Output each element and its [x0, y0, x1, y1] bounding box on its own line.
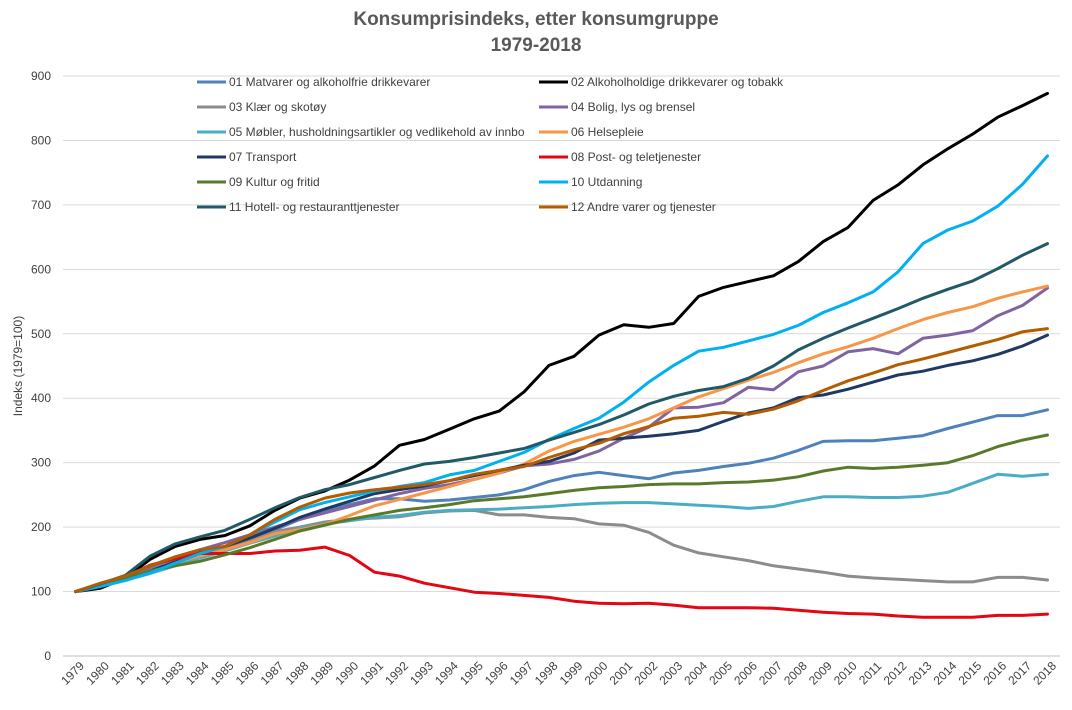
x-tick-label: 2009 — [806, 659, 835, 688]
gridlines — [63, 75, 1060, 657]
x-tick-label: 2016 — [980, 659, 1009, 688]
series-line-04 — [74, 286, 1049, 594]
chart-subtitle: 1979-2018 — [490, 35, 582, 56]
x-tick-label: 1998 — [532, 659, 561, 688]
x-tick-label: 1981 — [108, 659, 137, 688]
x-tick-label: 2000 — [582, 659, 611, 688]
x-tick-label: 2015 — [956, 659, 985, 688]
x-tick-label: 1982 — [133, 659, 162, 688]
x-tick-label: 1989 — [307, 659, 336, 688]
x-tick-label: 1999 — [557, 659, 586, 688]
legend-item-label: 11 Hotell- og restauranttjenester — [229, 200, 400, 214]
y-axis-ticks: 0 100 200 300 400 500 600 700 800 900 — [31, 69, 51, 663]
y-axis-label: Indeks (1979=100) — [11, 316, 25, 416]
legend-item-label: 01 Matvarer og alkoholfrie drikkevarer — [229, 75, 430, 89]
y-tick-label: 400 — [31, 391, 51, 405]
x-tick-label: 2010 — [831, 659, 860, 688]
x-tick-label: 1993 — [407, 659, 436, 688]
x-tick-label: 1994 — [432, 659, 461, 688]
x-tick-label: 1980 — [83, 659, 112, 688]
x-tick-label: 1991 — [357, 659, 386, 688]
legend-item-label: 03 Klær og skotøy — [229, 100, 326, 114]
legend-item-label: 12 Andre varer og tjenester — [571, 200, 716, 214]
x-tick-label: 2012 — [881, 659, 910, 688]
x-tick-label: 2005 — [706, 659, 735, 688]
x-tick-label: 2001 — [607, 659, 636, 688]
x-tick-label: 1988 — [283, 659, 312, 688]
legend-item-label: 02 Alkoholholdige drikkevarer og tobakk — [571, 75, 784, 89]
legend-item-label: 09 Kultur og fritid — [229, 175, 320, 189]
x-tick-label: 1984 — [183, 659, 212, 688]
legend-item-label: 08 Post- og teletjenester — [571, 150, 701, 164]
series-line-06 — [74, 284, 1049, 594]
legend-item-label: 06 Helsepleie — [571, 125, 644, 139]
series-line-02 — [74, 91, 1049, 594]
legend-item-label: 10 Utdanning — [571, 175, 642, 189]
y-tick-label: 100 — [31, 585, 51, 599]
x-axis-ticks: 1979198019811982198319841985198619871988… — [58, 659, 1059, 688]
x-tick-label: 1979 — [58, 659, 87, 688]
y-tick-label: 200 — [31, 520, 51, 534]
x-tick-label: 1997 — [507, 659, 536, 688]
x-tick-label: 2014 — [931, 659, 960, 688]
y-tick-label: 300 — [31, 456, 51, 470]
legend-item-label: 07 Transport — [229, 150, 297, 164]
series-line-09 — [74, 433, 1049, 594]
x-tick-label: 2003 — [656, 659, 685, 688]
x-tick-label: 1983 — [158, 659, 187, 688]
y-tick-label: 900 — [31, 69, 51, 83]
x-tick-label: 1987 — [258, 659, 287, 688]
x-tick-label: 2018 — [1030, 659, 1059, 688]
x-tick-label: 1990 — [332, 659, 361, 688]
x-tick-label: 1995 — [457, 659, 486, 688]
y-tick-label: 700 — [31, 198, 51, 212]
x-tick-label: 1996 — [482, 659, 511, 688]
x-tick-label: 1992 — [382, 659, 411, 688]
series-line-08 — [74, 545, 1049, 619]
series-line-12 — [74, 327, 1049, 594]
x-tick-label: 2006 — [731, 659, 760, 688]
x-tick-label: 1985 — [208, 659, 237, 688]
legend-item-label: 04 Bolig, lys og brensel — [571, 100, 695, 114]
x-tick-label: 1986 — [233, 659, 262, 688]
y-tick-label: 0 — [44, 649, 51, 663]
x-tick-label: 2007 — [756, 659, 785, 688]
series-line-11 — [74, 242, 1049, 594]
legend: 01 Matvarer og alkoholfrie drikkevarer 02… — [197, 75, 784, 214]
x-tick-label: 2004 — [681, 659, 710, 688]
y-tick-label: 800 — [31, 133, 51, 147]
y-tick-label: 500 — [31, 327, 51, 341]
x-tick-label: 2008 — [781, 659, 810, 688]
x-tick-label: 2011 — [856, 659, 884, 687]
series-lines — [74, 91, 1049, 619]
chart-title: Konsumprisindeks, etter konsumgruppe — [353, 9, 719, 30]
legend-item-label: 05 Møbler, husholdningsartikler og vedli… — [229, 125, 525, 139]
y-tick-label: 600 — [31, 262, 51, 276]
x-tick-label: 2002 — [632, 659, 661, 688]
x-tick-label: 2017 — [1005, 659, 1034, 688]
x-tick-label: 2013 — [906, 659, 935, 688]
